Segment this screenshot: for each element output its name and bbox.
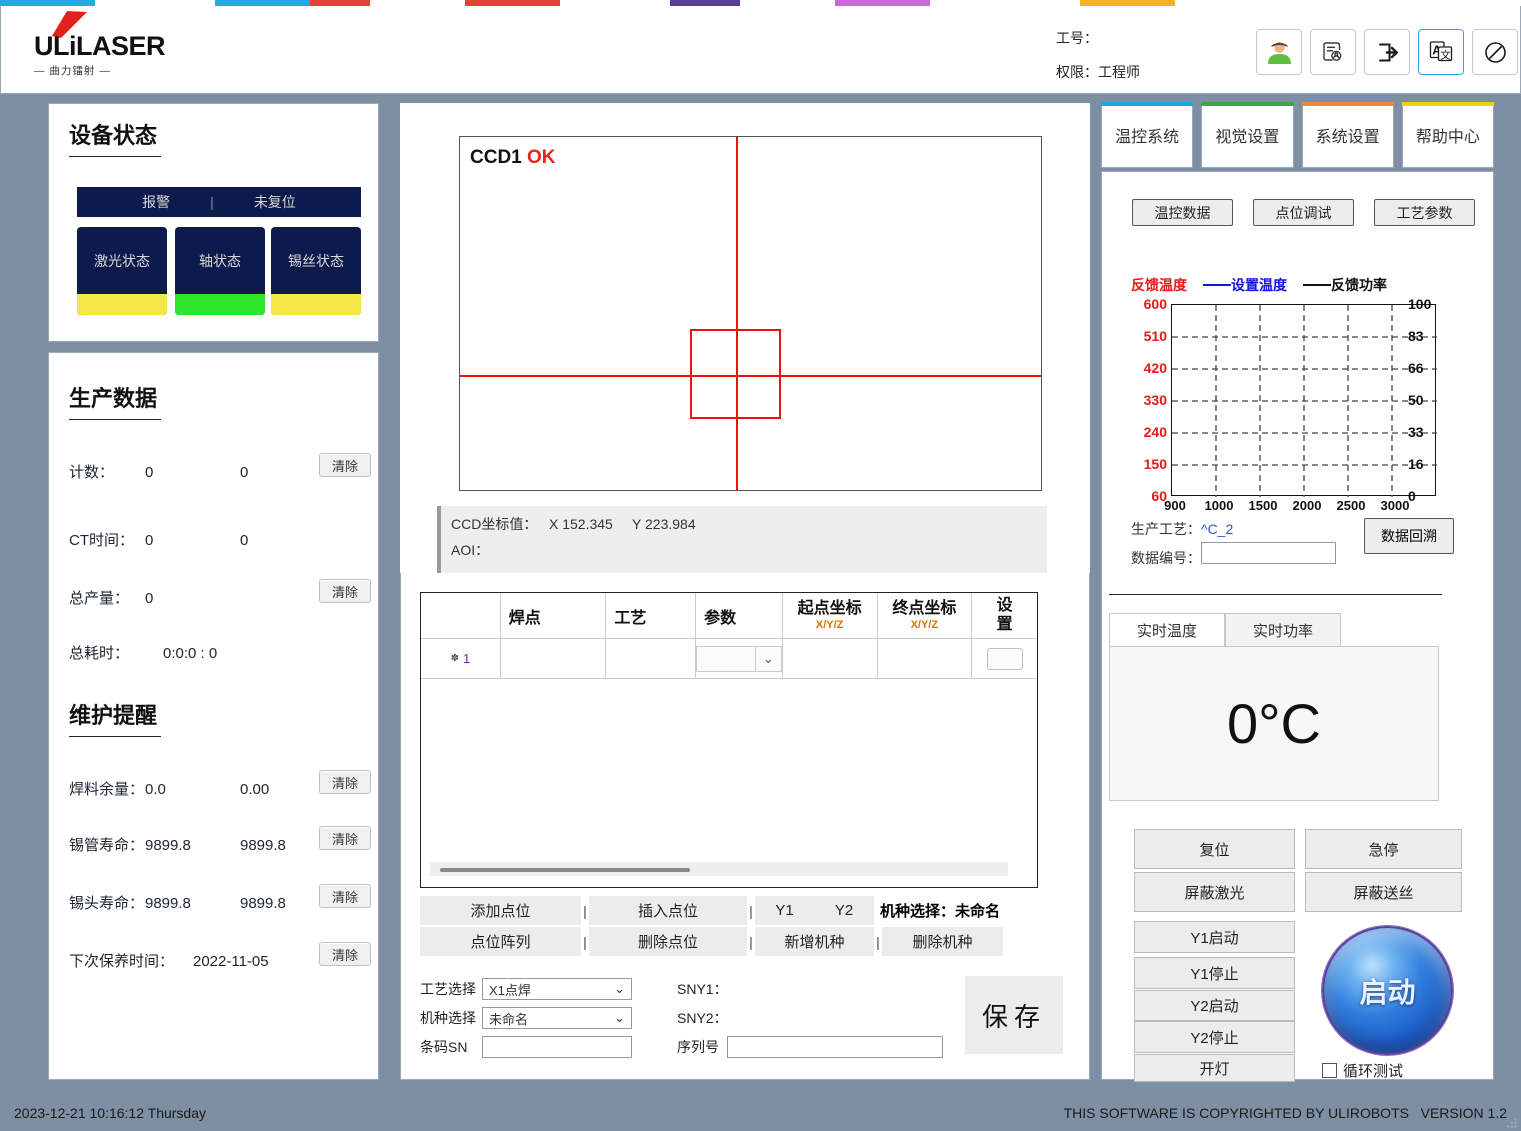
svg-text:文: 文	[1440, 48, 1451, 61]
